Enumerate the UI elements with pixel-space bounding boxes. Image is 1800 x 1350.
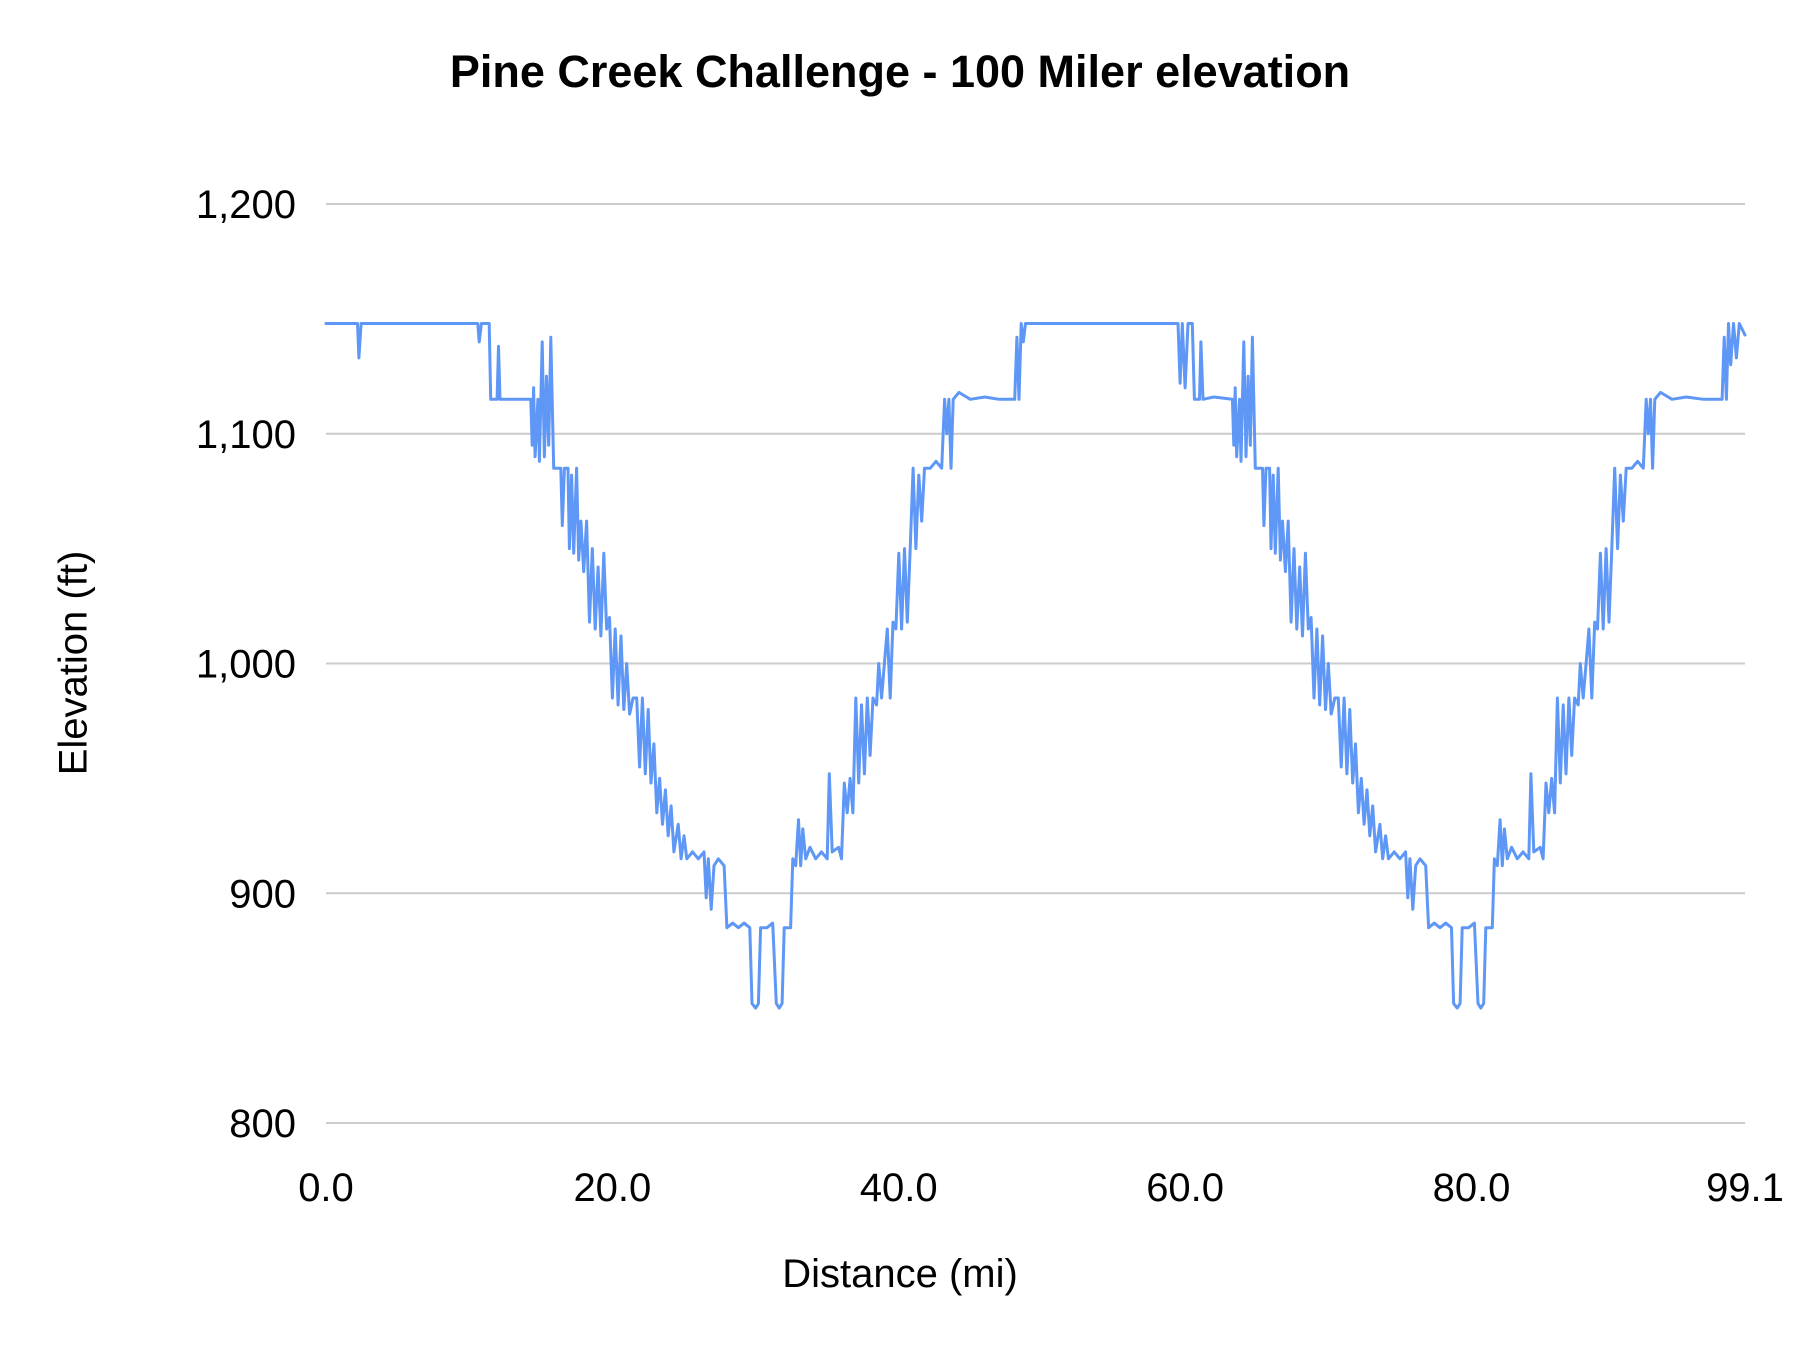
y-tick-label: 900 (229, 872, 296, 916)
x-tick-label: 60.0 (1146, 1166, 1224, 1210)
x-tick-label: 0.0 (298, 1166, 354, 1210)
chart-title: Pine Creek Challenge - 100 Miler elevati… (449, 46, 1351, 97)
y-tick-label: 800 (229, 1102, 296, 1146)
x-axis-title: Distance (mi) (782, 1252, 1018, 1296)
elevation-series-line (324, 322, 1747, 1010)
y-tick-label: 1,000 (196, 643, 296, 687)
x-tick-label: 20.0 (573, 1166, 651, 1210)
x-tick-label: 80.0 (1433, 1166, 1511, 1210)
x-tick-label: 99.1 (1706, 1166, 1784, 1210)
x-tick-label: 40.0 (860, 1166, 938, 1210)
y-tick-label: 1,200 (196, 183, 296, 227)
y-tick-label: 1,100 (196, 413, 296, 457)
